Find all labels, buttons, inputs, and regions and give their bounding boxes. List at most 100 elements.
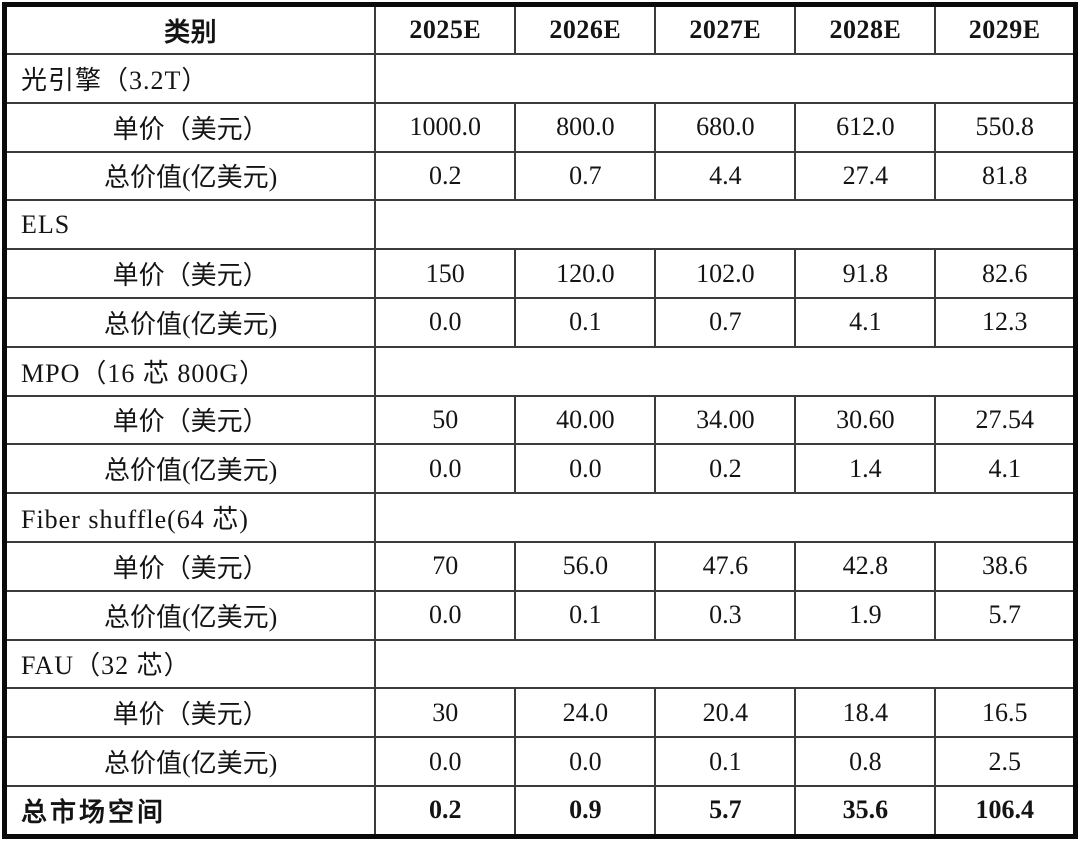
section-name: MPO（16 芯 800G）: [3, 345, 377, 397]
section-row: Fiber shuffle(64 芯): [3, 492, 1077, 543]
total-value-label: 总价值(亿美元): [3, 443, 377, 495]
total-value-value: 0.0: [374, 736, 517, 787]
unit-price-value: 47.6: [654, 540, 797, 592]
header-year-2028e: 2028E: [794, 3, 937, 55]
header-row: 类别 2025E 2026E 2027E 2028E 2029E: [3, 3, 1077, 55]
header-year-2025e: 2025E: [374, 3, 517, 55]
total-value-value: 1.4: [794, 443, 937, 495]
unit-price-value: 56.0: [514, 540, 657, 592]
grand-total-value: 0.2: [374, 784, 517, 838]
total-value-row: 总价值(亿美元) 0.0 0.0 0.1 0.8 2.5: [3, 736, 1077, 787]
total-value-value: 4.4: [654, 150, 797, 202]
total-value-value: 0.1: [654, 736, 797, 787]
grand-total-row: 总市场空间 0.2 0.9 5.7 35.6 106.4: [3, 784, 1077, 838]
total-value-row: 总价值(亿美元) 0.2 0.7 4.4 27.4 81.8: [3, 150, 1077, 202]
total-value-value: 0.2: [654, 443, 797, 495]
total-value-label: 总价值(亿美元): [3, 589, 377, 641]
unit-price-value: 34.00: [654, 394, 797, 446]
unit-price-value: 150: [374, 248, 517, 299]
total-value-value: 0.0: [374, 296, 517, 348]
unit-price-value: 18.4: [794, 687, 937, 739]
total-value-value: 4.1: [934, 443, 1077, 495]
section-empty-span: [374, 53, 1077, 104]
header-year-2026e: 2026E: [514, 3, 657, 55]
grand-total-value: 35.6: [794, 784, 937, 838]
unit-price-label: 单价（美元）: [3, 687, 377, 739]
unit-price-value: 680.0: [654, 101, 797, 153]
unit-price-row: 单价（美元） 70 56.0 47.6 42.8 38.6: [3, 540, 1077, 592]
total-value-value: 0.8: [794, 736, 937, 787]
total-value-value: 5.7: [934, 589, 1077, 641]
unit-price-row: 单价（美元） 30 24.0 20.4 18.4 16.5: [3, 687, 1077, 739]
total-value-row: 总价值(亿美元) 0.0 0.1 0.7 4.1 12.3: [3, 296, 1077, 348]
unit-price-row: 单价（美元） 50 40.00 34.00 30.60 27.54: [3, 394, 1077, 446]
total-value-value: 4.1: [794, 296, 937, 348]
unit-price-value: 82.6: [934, 248, 1077, 299]
unit-price-value: 24.0: [514, 687, 657, 739]
unit-price-value: 16.5: [934, 687, 1077, 739]
unit-price-label: 单价（美元）: [3, 101, 377, 153]
unit-price-value: 70: [374, 540, 517, 592]
section-name: ELS: [3, 199, 377, 251]
total-value-value: 0.2: [374, 150, 517, 202]
unit-price-label: 单价（美元）: [3, 540, 377, 592]
grand-total-label: 总市场空间: [3, 784, 377, 838]
header-category: 类别: [3, 3, 377, 55]
total-value-row: 总价值(亿美元) 0.0 0.0 0.2 1.4 4.1: [3, 443, 1077, 495]
unit-price-value: 102.0: [654, 248, 797, 299]
unit-price-label: 单价（美元）: [3, 248, 377, 299]
header-year-2027e: 2027E: [654, 3, 797, 55]
table-body: 光引擎（3.2T） 单价（美元） 1000.0 800.0 680.0 612.0 550.…: [3, 53, 1077, 838]
total-value-value: 1.9: [794, 589, 937, 641]
section-name: FAU（32 芯）: [3, 638, 377, 690]
unit-price-value: 800.0: [514, 101, 657, 153]
total-value-value: 12.3: [934, 296, 1077, 348]
total-value-value: 0.3: [654, 589, 797, 641]
total-value-label: 总价值(亿美元): [3, 150, 377, 202]
section-empty-span: [374, 199, 1077, 251]
unit-price-value: 30: [374, 687, 517, 739]
unit-price-value: 20.4: [654, 687, 797, 739]
grand-total-value: 106.4: [934, 784, 1077, 838]
unit-price-value: 120.0: [514, 248, 657, 299]
unit-price-row: 单价（美元） 150 120.0 102.0 91.8 82.6: [3, 248, 1077, 299]
section-row: 光引擎（3.2T）: [3, 53, 1077, 104]
section-name: Fiber shuffle(64 芯): [3, 492, 377, 543]
grand-total-value: 0.9: [514, 784, 657, 838]
unit-price-value: 27.54: [934, 394, 1077, 446]
unit-price-value: 91.8: [794, 248, 937, 299]
section-name: 光引擎（3.2T）: [3, 53, 377, 104]
unit-price-value: 550.8: [934, 101, 1077, 153]
section-row: MPO（16 芯 800G）: [3, 345, 1077, 397]
unit-price-row: 单价（美元） 1000.0 800.0 680.0 612.0 550.8: [3, 101, 1077, 153]
unit-price-value: 612.0: [794, 101, 937, 153]
unit-price-value: 1000.0: [374, 101, 517, 153]
total-value-label: 总价值(亿美元): [3, 736, 377, 787]
unit-price-label: 单价（美元）: [3, 394, 377, 446]
total-value-value: 0.0: [514, 443, 657, 495]
section-empty-span: [374, 638, 1077, 690]
unit-price-value: 42.8: [794, 540, 937, 592]
total-value-label: 总价值(亿美元): [3, 296, 377, 348]
section-row: FAU（32 芯）: [3, 638, 1077, 690]
total-value-value: 0.0: [514, 736, 657, 787]
section-empty-span: [374, 345, 1077, 397]
section-empty-span: [374, 492, 1077, 543]
unit-price-value: 30.60: [794, 394, 937, 446]
total-value-value: 0.0: [374, 443, 517, 495]
total-value-value: 0.7: [514, 150, 657, 202]
total-value-row: 总价值(亿美元) 0.0 0.1 0.3 1.9 5.7: [3, 589, 1077, 641]
unit-price-value: 50: [374, 394, 517, 446]
header-year-2029e: 2029E: [934, 3, 1077, 55]
unit-price-value: 38.6: [934, 540, 1077, 592]
total-value-value: 0.0: [374, 589, 517, 641]
total-value-value: 0.1: [514, 296, 657, 348]
total-value-value: 0.1: [514, 589, 657, 641]
total-value-value: 2.5: [934, 736, 1077, 787]
total-value-value: 81.8: [934, 150, 1077, 202]
unit-price-value: 40.00: [514, 394, 657, 446]
total-value-value: 0.7: [654, 296, 797, 348]
section-row: ELS: [3, 199, 1077, 251]
